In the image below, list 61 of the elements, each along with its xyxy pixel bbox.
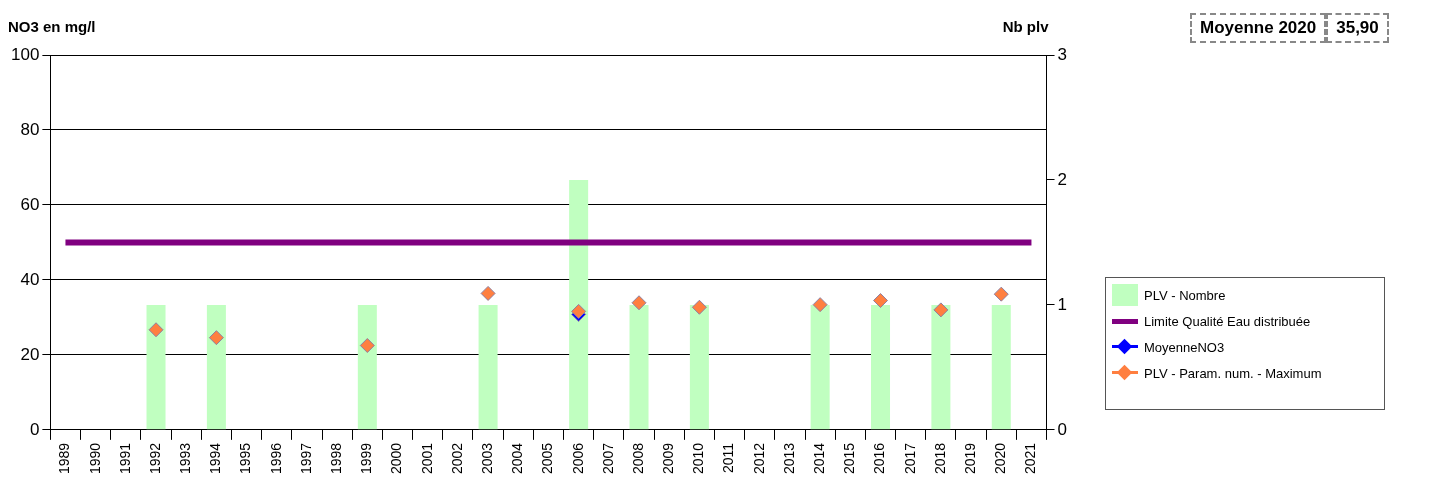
point (208, 330, 224, 346)
point (480, 285, 496, 301)
x-tick-label: 2020 (992, 442, 1009, 475)
x-tick-label: 2013 (780, 442, 797, 475)
text: Moyenne 2020 (1190, 13, 1327, 43)
text: 35,90 (1326, 13, 1389, 43)
x-tick-label: 2006 (569, 442, 586, 475)
x-tick-label: 1998 (328, 442, 344, 475)
point (631, 295, 647, 311)
x-tick-label: 2005 (539, 442, 556, 475)
y-tick-label: 40 (20, 269, 40, 289)
y-tick-label: 100 (10, 44, 40, 64)
y2-tick-label: 0 (1057, 419, 1068, 439)
x-tick-label: 2015 (841, 442, 858, 475)
x-tick-label: 1995 (237, 442, 254, 475)
point (993, 286, 1009, 302)
x-tick-label: 1989 (56, 442, 73, 475)
point (933, 302, 949, 318)
point (359, 338, 375, 354)
y2-tick-label: 1 (1057, 294, 1068, 314)
legend-label: Limite Qualité Eau distribuée (1144, 313, 1311, 329)
x-tick-label: 2010 (690, 442, 707, 475)
legend-label: PLV - Nombre (1144, 287, 1226, 303)
x-tick-label: 2011 (720, 442, 737, 473)
x-tick-label: 2021 (1022, 442, 1039, 475)
y2-axis-title: Nb plv (1002, 18, 1050, 36)
y2-tick-label: 2 (1057, 169, 1068, 189)
legend-label: MoyenneNO3 (1144, 339, 1225, 355)
x-tick-label: 2000 (388, 442, 405, 475)
x-tick-label: 2019 (961, 442, 978, 475)
point (691, 299, 707, 315)
x-tick-label: 1999 (358, 442, 375, 475)
x-tick-label: 2001 (418, 442, 435, 475)
y-tick-label: 0 (29, 419, 40, 439)
x-tick-label: 2016 (871, 442, 888, 475)
x-tick-label: 2007 (599, 442, 616, 475)
y-tick-label: 80 (20, 119, 40, 139)
x-tick-label: 2003 (478, 442, 495, 475)
x-tick-label: 1991 (116, 442, 133, 475)
y-tick-label: 60 (20, 194, 40, 214)
x-tick-label: 1996 (267, 442, 284, 475)
x-tick-label: 2004 (509, 442, 526, 475)
x-tick-label: 1997 (297, 442, 314, 475)
x-tick-label: 1992 (146, 442, 163, 475)
x-tick-label: 2002 (448, 442, 465, 475)
x-tick-label: 2008 (629, 442, 646, 475)
x-tick-label: 2012 (750, 442, 767, 475)
y-tick-label: 20 (20, 344, 40, 364)
x-tick-label: 1994 (207, 442, 224, 475)
x-tick-label: 2017 (901, 442, 918, 475)
y-axis-title: NO3 en mg/l (8, 18, 96, 36)
x-tick-label: 1990 (86, 442, 103, 475)
x-tick-label: 2018 (931, 442, 948, 475)
y2-tick-label: 3 (1057, 44, 1068, 64)
x-tick-label: 2009 (660, 442, 677, 475)
point (812, 297, 828, 313)
point (873, 293, 889, 309)
x-tick-label: 1993 (177, 442, 194, 475)
legend-label: PLV - Param. num. - Maximum (1144, 365, 1322, 381)
point (148, 322, 164, 338)
x-tick-label: 2014 (811, 442, 827, 475)
